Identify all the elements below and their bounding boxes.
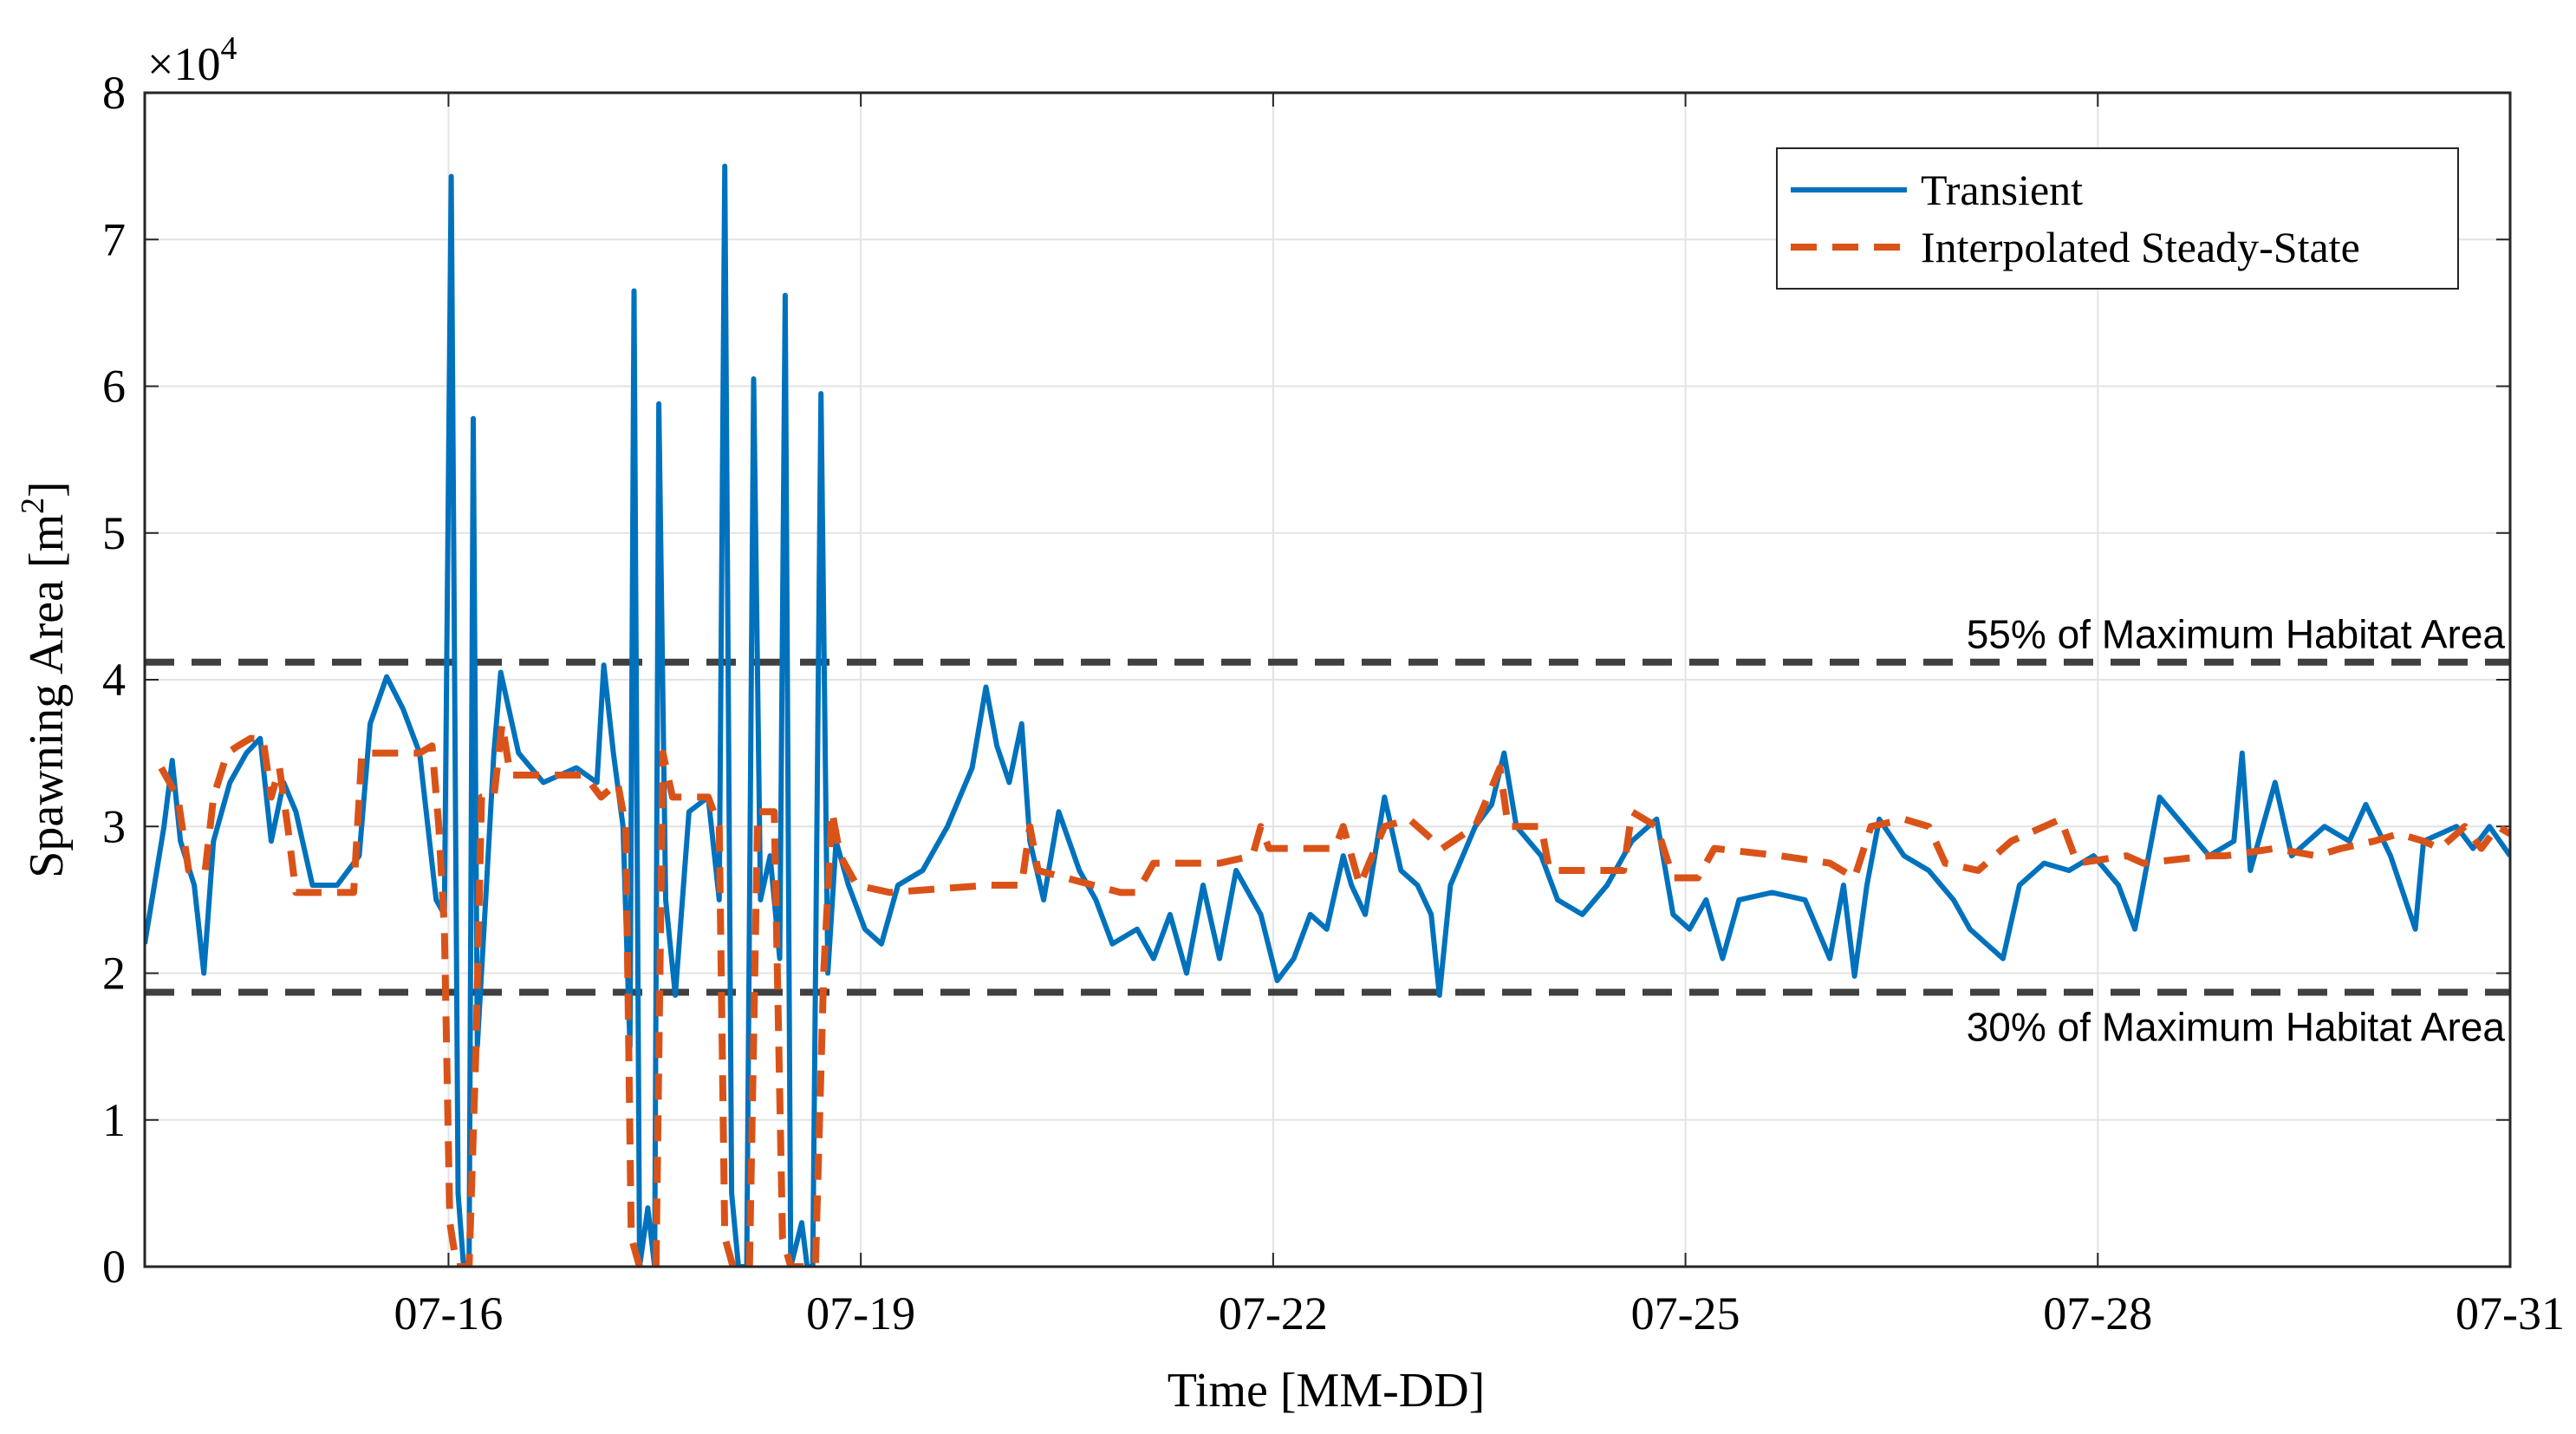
x-tick-label: 07-25 (1631, 1287, 1740, 1339)
y-tick-label: 5 (102, 507, 126, 559)
y-tick-label: 6 (102, 361, 126, 413)
legend-box (1776, 147, 2459, 290)
series-line (145, 163, 2510, 1267)
y-exponent-base: ×10 (147, 38, 220, 90)
x-tick-label: 07-31 (2456, 1287, 2565, 1339)
legend-label: Transient (1921, 166, 2083, 214)
x-tick-label: 07-22 (1219, 1287, 1328, 1339)
reference-label: 55% of Maximum Habitat Area (1967, 612, 2506, 657)
y-exponent: ×104 (147, 30, 237, 90)
series-line (158, 720, 2510, 1267)
plot-frame (143, 91, 2512, 1268)
y-tick-label: 8 (102, 67, 126, 119)
y-axis-label-main: Spawning Area [m (20, 514, 74, 878)
y-tick-label: 0 (102, 1241, 126, 1293)
y-tick-label: 7 (102, 213, 126, 265)
y-tick-label: 3 (102, 800, 126, 852)
reference-label: 30% of Maximum Habitat Area (1967, 1005, 2506, 1050)
y-tick-label: 4 (102, 654, 126, 706)
x-tick-label: 07-16 (394, 1287, 503, 1339)
y-axis-label-end: ] (20, 481, 74, 498)
y-tick-label: 1 (102, 1094, 126, 1146)
x-tick-label: 07-28 (2043, 1287, 2152, 1339)
y-axis-label: Spawning Area [m2] (15, 481, 74, 878)
legend-label: Interpolated Steady-State (1921, 223, 2360, 271)
x-tick-label: 07-19 (806, 1287, 915, 1339)
y-tick-label: 2 (102, 948, 126, 1000)
y-axis-label-sup: 2 (15, 498, 51, 514)
x-axis-label: Time [MM-DD] (1168, 1364, 1486, 1418)
y-exponent-power: 4 (220, 30, 237, 67)
